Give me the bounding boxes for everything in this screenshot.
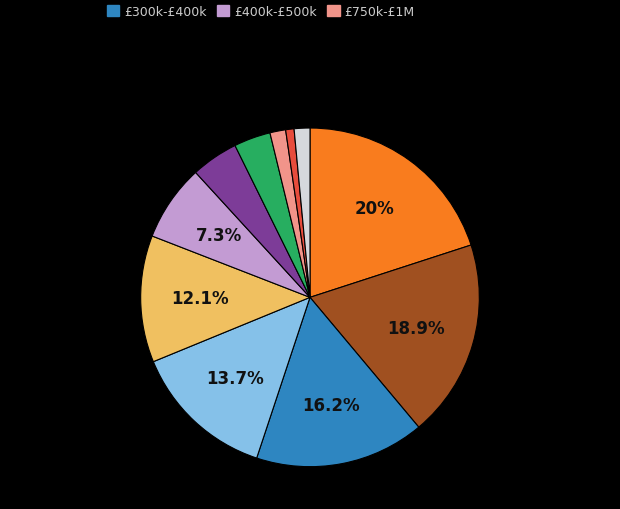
Wedge shape (152, 173, 310, 298)
Text: 20%: 20% (355, 200, 394, 218)
Wedge shape (294, 129, 310, 298)
Wedge shape (286, 129, 310, 298)
Wedge shape (141, 237, 310, 362)
Text: 18.9%: 18.9% (387, 319, 445, 337)
Wedge shape (196, 146, 310, 298)
Wedge shape (257, 298, 419, 467)
Wedge shape (235, 133, 310, 298)
Wedge shape (270, 130, 310, 298)
Text: 13.7%: 13.7% (206, 369, 264, 387)
Text: 16.2%: 16.2% (302, 397, 360, 415)
Text: 7.3%: 7.3% (196, 227, 242, 245)
Legend: £150k-£200k, £200k-£250k, £300k-£400k, £250k-£300k, £100k-£150k, £400k-£500k, £5: £150k-£200k, £200k-£250k, £300k-£400k, £… (103, 0, 517, 22)
Wedge shape (310, 129, 471, 298)
Text: 12.1%: 12.1% (171, 290, 229, 308)
Wedge shape (153, 298, 310, 458)
Wedge shape (310, 245, 479, 427)
